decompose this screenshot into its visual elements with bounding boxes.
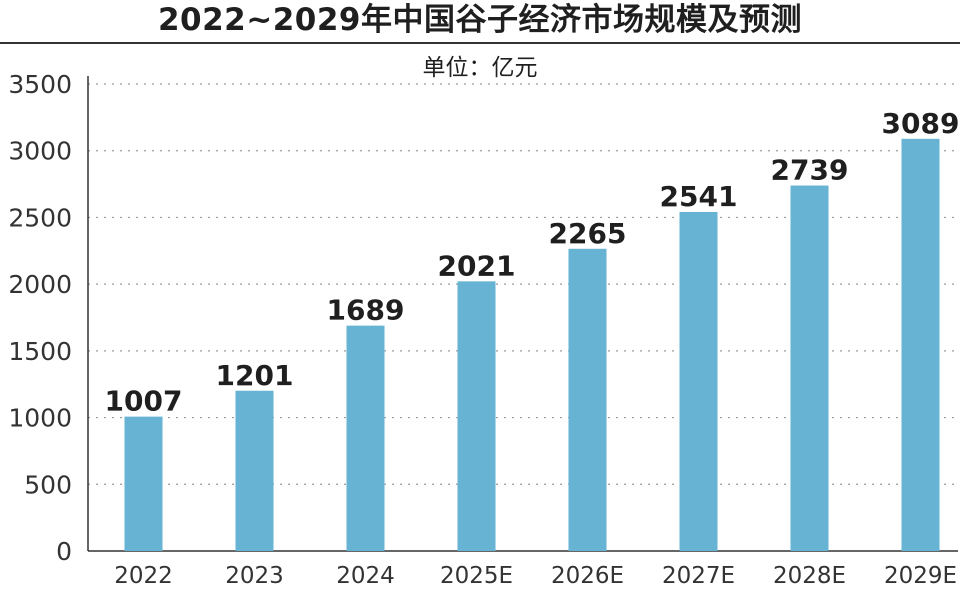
data-label: 2021 [438, 249, 516, 282]
data-label: 2541 [660, 180, 738, 213]
bar-2023 [235, 390, 274, 551]
y-tick-label: 3500 [8, 70, 72, 99]
x-tick-label: 2029E [884, 563, 957, 589]
y-tick-label: 1000 [8, 404, 72, 433]
title-divider [0, 42, 960, 44]
data-label: 1007 [105, 385, 183, 418]
x-tick-label: 2027E [662, 563, 735, 589]
y-tick-label: 3000 [8, 137, 72, 166]
data-label: 1689 [327, 294, 405, 327]
bar-2025E [457, 281, 496, 551]
x-tick-label: 2028E [773, 563, 846, 589]
y-tick-label: 500 [24, 470, 72, 499]
data-label: 2739 [771, 154, 849, 187]
bar-2028E [790, 185, 829, 552]
x-tick-label: 2026E [551, 563, 624, 589]
bar-2026E [568, 248, 607, 551]
bar-2027E [679, 211, 718, 551]
bar-2024 [346, 325, 385, 551]
bar-2029E [901, 138, 940, 551]
chart-title: 2022~2029年中国谷子经济市场规模及预测 [157, 2, 803, 38]
x-tick-label: 2023 [225, 563, 284, 589]
data-label: 2265 [549, 217, 627, 250]
x-tick-label: 2025E [440, 563, 513, 589]
x-tick-label: 2024 [336, 563, 395, 589]
y-tick-label: 1500 [8, 337, 72, 366]
x-tick-label: 2022 [114, 563, 173, 589]
bar-2022 [124, 416, 163, 551]
chart-unit-label: 单位：亿元 [422, 55, 538, 81]
data-label: 1201 [216, 359, 294, 392]
y-tick-label: 2500 [8, 203, 72, 232]
y-tick-label: 0 [56, 537, 72, 566]
data-label: 3089 [882, 107, 960, 140]
y-tick-label: 2000 [8, 270, 72, 299]
